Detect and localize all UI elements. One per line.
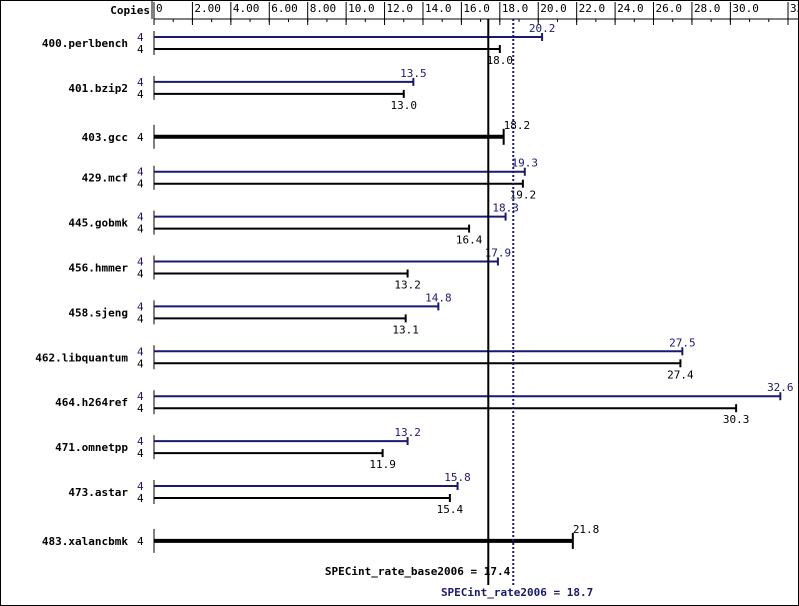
x-tick-label: 22.0 [579, 2, 606, 15]
x-tick-label: 16.0 [463, 2, 490, 15]
peak-value-label: 15.8 [444, 471, 471, 484]
base-value-label: 13.2 [394, 279, 421, 292]
peak-value-label: 19.3 [512, 157, 539, 170]
benchmark-name: 400.perlbench [42, 37, 128, 50]
base-value-label: 18.0 [487, 54, 514, 67]
copies-header: Copies [110, 4, 150, 17]
benchmark-row: 471.omnetpp 44 13.2 11.9 [55, 426, 421, 471]
peak-mean-label: SPECint_rate2006 = 18.7 [441, 586, 593, 599]
x-tick-label: 24.0 [617, 2, 644, 15]
copies-count-peak: 4 [137, 480, 144, 493]
benchmark-row: 462.libquantum 44 27.5 27.4 [35, 336, 695, 381]
base-value-label: 30.3 [723, 413, 750, 426]
copies-count-base: 4 [137, 88, 144, 101]
x-tick-label: 12.0 [387, 2, 414, 15]
copies-count-peak: 4 [137, 31, 144, 44]
copies-count-peak: 4 [137, 390, 144, 403]
combined-value-label: 21.8 [573, 523, 600, 536]
x-tick-label: 33.0 [790, 2, 799, 15]
mean-lines: SPECint_rate_base2006 = 17.4 SPECint_rate… [325, 19, 593, 599]
base-value-label: 11.9 [369, 458, 396, 471]
x-tick-label: 14.0 [425, 2, 452, 15]
benchmark-name: 471.omnetpp [55, 441, 128, 454]
peak-value-label: 17.9 [485, 247, 512, 260]
base-value-label: 13.1 [392, 323, 419, 336]
benchmark-row: 483.xalancbmk 4 21.8 [42, 523, 599, 553]
copies-count-base: 4 [137, 223, 144, 236]
benchmark-name: 445.gobmk [68, 217, 128, 230]
peak-value-label: 13.5 [400, 67, 427, 80]
peak-value-label: 27.5 [669, 336, 696, 349]
copies-count-peak: 4 [137, 166, 144, 179]
benchmark-row: 429.mcf 44 19.3 19.2 [82, 157, 538, 202]
benchmark-row: 401.bzip2 44 13.5 13.0 [68, 67, 426, 112]
peak-value-label: 32.6 [767, 381, 794, 394]
benchmark-name: 464.h264ref [55, 396, 128, 409]
benchmark-name: 403.gcc [82, 131, 128, 144]
base-value-label: 19.2 [510, 189, 537, 202]
x-tick-label: 20.0 [540, 2, 567, 15]
benchmark-row: 473.astar 44 15.8 15.4 [68, 471, 470, 516]
base-value-label: 13.0 [391, 99, 418, 112]
benchmark-row: 464.h264ref 44 32.6 30.3 [55, 381, 793, 426]
copies-count-base: 4 [137, 492, 144, 505]
copies-count-peak: 4 [137, 256, 144, 269]
base-value-label: 15.4 [437, 503, 464, 516]
x-tick-label: 26.0 [656, 2, 683, 15]
x-tick-label: 4.00 [233, 2, 260, 15]
x-tick-label: 18.0 [502, 2, 529, 15]
base-mean-label: SPECint_rate_base2006 = 17.4 [325, 565, 511, 578]
benchmark-name: 462.libquantum [35, 351, 128, 364]
copies-count-base: 4 [137, 312, 144, 325]
x-tick-label: 0 [156, 2, 163, 15]
benchmark-row: 403.gcc 4 18.2 [82, 119, 531, 149]
benchmark-name: 458.sjeng [68, 306, 128, 319]
copies-count-base: 4 [137, 178, 144, 191]
x-tick-label: 2.00 [194, 2, 221, 15]
copies-count: 4 [137, 131, 144, 144]
base-value-label: 16.4 [456, 234, 483, 247]
copies-count-peak: 4 [137, 300, 144, 313]
x-tick-label: 6.00 [271, 2, 298, 15]
benchmark-name: 429.mcf [82, 172, 128, 185]
x-axis: Copies 0 2.00 4.00 6.00 8.00 10.0 12.0 14.0 16.0 1… [110, 1, 799, 25]
peak-value-label: 14.8 [425, 291, 452, 304]
peak-value-label: 20.2 [529, 22, 556, 35]
copies-count-base: 4 [137, 43, 144, 56]
x-tick-label: 30.0 [732, 2, 759, 15]
copies-count-base: 4 [137, 268, 144, 281]
x-tick-label: 28.0 [694, 2, 721, 15]
copies-count-peak: 4 [137, 435, 144, 448]
copies-count: 4 [137, 535, 144, 548]
benchmark-row: 445.gobmk 44 18.3 16.4 [68, 202, 518, 247]
peak-value-label: 13.2 [394, 426, 421, 439]
base-value-label: 27.4 [667, 368, 694, 381]
copies-count-base: 4 [137, 357, 144, 370]
copies-count-peak: 4 [137, 76, 144, 89]
benchmark-row: 456.hmmer 44 17.9 13.2 [68, 247, 511, 292]
benchmark-name: 456.hmmer [68, 262, 128, 275]
benchmark-name: 473.astar [68, 486, 128, 499]
benchmark-row: 458.sjeng 44 14.8 13.1 [68, 291, 451, 336]
copies-count-peak: 4 [137, 345, 144, 358]
x-tick-label: 10.0 [348, 2, 375, 15]
copies-count-base: 4 [137, 402, 144, 415]
copies-count-base: 4 [137, 447, 144, 460]
x-tick-label: 8.00 [310, 2, 337, 15]
benchmark-row: 400.perlbench 44 20.2 18.0 [42, 22, 555, 67]
peak-value-label: 18.3 [492, 202, 519, 215]
benchmark-name: 483.xalancbmk [42, 535, 128, 548]
copies-count-peak: 4 [137, 211, 144, 224]
benchmark-name: 401.bzip2 [68, 82, 128, 95]
combined-value-label: 18.2 [504, 119, 531, 132]
